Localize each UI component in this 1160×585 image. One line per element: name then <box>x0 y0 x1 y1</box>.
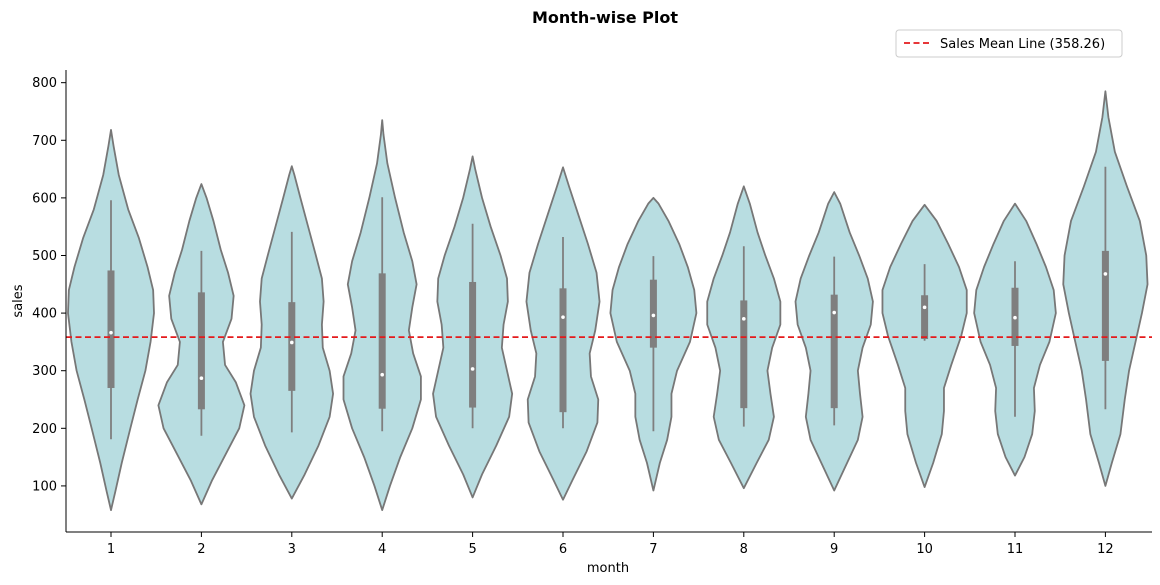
violin-month-4 <box>342 119 422 512</box>
y-tick-label: 500 <box>32 249 57 264</box>
x-tick-label: 10 <box>916 542 933 557</box>
violin-month-7 <box>609 196 698 492</box>
violin-iqr-box <box>830 294 838 409</box>
legend: Sales Mean Line (358.26) <box>895 29 1123 58</box>
x-tick-label: 4 <box>378 542 386 557</box>
legend-label-mean-line: Sales Mean Line (358.26) <box>940 37 1105 52</box>
x-tick-label: 7 <box>649 542 657 557</box>
legend-frame <box>895 29 1123 58</box>
y-ticks-group: 100 200 300 400 500 600 700 800 <box>32 76 66 494</box>
violin-month-12 <box>1062 90 1149 487</box>
y-tick-label: 100 <box>32 479 57 494</box>
violin-median-marker <box>1103 272 1108 276</box>
violin-iqr-box <box>1101 250 1109 361</box>
violin-iqr-box <box>288 302 296 391</box>
violin-month-5 <box>432 155 514 499</box>
violin-median-marker <box>199 376 204 380</box>
violin-month-6 <box>525 166 601 501</box>
violins-group <box>67 90 1149 512</box>
violin-median-marker <box>651 313 656 318</box>
x-tick-label: 3 <box>288 542 296 557</box>
x-ticks-group: 1 2 3 4 5 6 7 8 9 10 11 12 <box>107 532 1114 557</box>
violin-iqr-box <box>197 292 205 410</box>
violin-median-marker <box>742 317 746 321</box>
x-tick-label: 12 <box>1097 542 1114 557</box>
y-tick-label: 600 <box>32 191 57 206</box>
x-tick-label: 9 <box>830 542 838 557</box>
x-tick-label: 2 <box>197 542 205 557</box>
violin-month-3 <box>249 165 334 500</box>
x-tick-label: 6 <box>559 542 567 557</box>
violin-month-10 <box>881 203 968 488</box>
x-tick-label: 11 <box>1007 542 1024 557</box>
violin-iqr-box <box>921 295 929 340</box>
violin-iqr-box <box>740 300 748 409</box>
violin-median-marker <box>290 340 294 345</box>
y-tick-label: 700 <box>32 134 57 149</box>
chart-title: Month-wise Plot <box>532 8 678 27</box>
y-tick-label: 200 <box>32 422 57 437</box>
x-tick-label: 1 <box>107 542 115 557</box>
y-tick-label: 800 <box>32 76 57 91</box>
violin-month-2 <box>157 183 246 506</box>
violin-median-marker <box>470 367 475 371</box>
violin-iqr-box <box>469 281 477 408</box>
violin-month-9 <box>794 191 874 492</box>
violin-median-marker <box>922 305 927 310</box>
violin-median-marker <box>561 315 565 319</box>
violin-median-marker <box>832 310 836 315</box>
y-axis-label: sales <box>11 284 26 317</box>
violin-iqr-box <box>378 273 386 409</box>
x-tick-label: 8 <box>740 542 748 557</box>
y-tick-label: 400 <box>32 307 57 322</box>
violin-month-1 <box>67 129 155 512</box>
violin-median-marker <box>109 330 113 335</box>
violin-iqr-box <box>559 288 567 413</box>
violin-median-marker <box>380 372 385 377</box>
x-tick-label: 5 <box>468 542 476 557</box>
y-tick-label: 300 <box>32 364 57 379</box>
violin-iqr-box <box>107 270 115 388</box>
violin-body <box>881 203 968 488</box>
violin-median-marker <box>1013 315 1017 320</box>
violin-month-11 <box>973 202 1057 477</box>
x-axis-label: month <box>587 561 629 576</box>
